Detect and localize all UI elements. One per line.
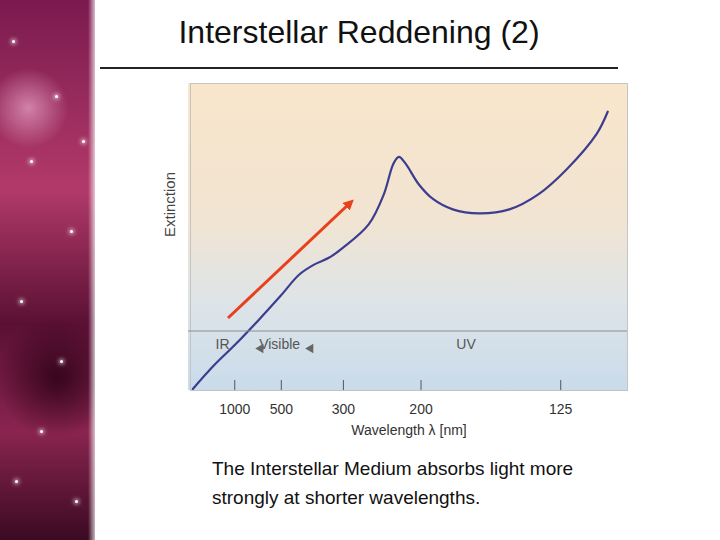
svg-text:500: 500 <box>270 401 294 417</box>
svg-text:Extinction: Extinction <box>161 172 178 237</box>
svg-text:1000: 1000 <box>219 401 250 417</box>
svg-text:UV: UV <box>456 336 476 352</box>
html-text:The Interstellar Medium absorb: The Interstellar Medium absorbs light mo… <box>212 458 574 508</box>
svg-text:Wavelength λ [nm]: Wavelength λ [nm] <box>351 422 466 438</box>
svg-text:IR: IR <box>216 336 230 352</box>
svg-text:Visible: Visible <box>259 336 300 352</box>
html-text:Interstellar Reddening (2): Interstellar Reddening (2) <box>178 14 540 50</box>
svg-text:125: 125 <box>549 401 573 417</box>
svg-text:200: 200 <box>409 401 433 417</box>
svg-text:300: 300 <box>332 401 356 417</box>
